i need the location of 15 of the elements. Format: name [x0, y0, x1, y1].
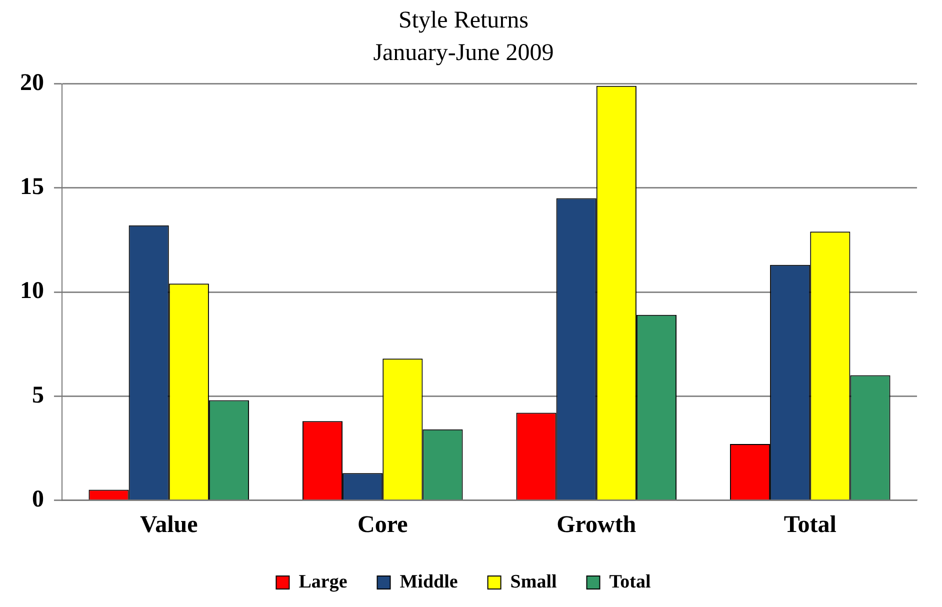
legend-label: Small: [510, 571, 557, 592]
x-tick-label: Value: [140, 512, 198, 538]
chart-subtitle: January-June 2009: [373, 40, 554, 66]
y-tick-label: 20: [20, 70, 44, 96]
y-tick-label: 0: [32, 486, 44, 512]
x-tick-label: Growth: [556, 512, 636, 538]
x-tick-label: Total: [784, 512, 837, 538]
legend-label: Large: [298, 571, 348, 592]
y-tick-label: 10: [20, 278, 44, 304]
legend-label: Middle: [400, 571, 458, 592]
x-tick-label: Core: [358, 512, 408, 538]
y-tick-label: 15: [20, 174, 44, 200]
legend-label: Total: [609, 571, 651, 592]
y-tick-label: 5: [32, 382, 44, 408]
chart-title: Style Returns: [398, 7, 528, 34]
